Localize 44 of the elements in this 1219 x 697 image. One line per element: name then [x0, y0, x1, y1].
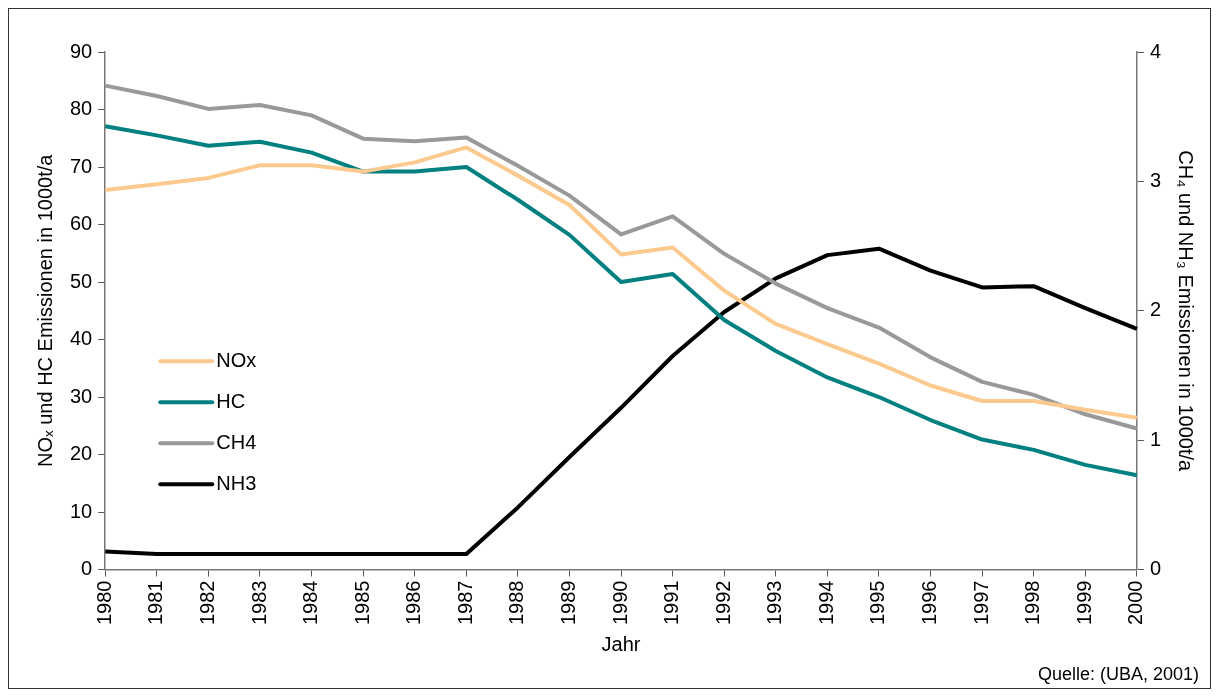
legend-label: NOx [216, 348, 257, 371]
x-tick-label: 1982 [195, 580, 218, 626]
x-tick-label: 1995 [866, 580, 889, 626]
x-tick-label: 1996 [918, 580, 941, 626]
legend-label: NH3 [216, 471, 257, 494]
x-tick-label: 1992 [711, 580, 734, 626]
y-tick-label: 80 [70, 97, 93, 120]
y-axis-title: NOₓ und HC Emissionen in 1000t/a [33, 153, 56, 467]
y-tick-label: 20 [70, 442, 93, 465]
y-tick-label: 0 [81, 557, 93, 580]
x-tick-label: 1987 [453, 580, 476, 626]
x-tick-label: 1997 [969, 580, 992, 626]
x-tick-label: 1999 [1072, 580, 1095, 626]
x-tick-label: 1998 [1021, 580, 1044, 626]
y2-tick-label: 4 [1149, 39, 1161, 62]
x-tick-label: 1983 [247, 580, 270, 626]
y2-tick-label: 3 [1149, 168, 1161, 191]
legend-label: HC [216, 389, 246, 412]
x-axis-title: Jahr [601, 632, 641, 655]
y2-tick-label: 1 [1149, 427, 1161, 450]
y2-tick-label: 0 [1149, 557, 1161, 580]
x-tick-label: 1994 [814, 580, 837, 626]
y-tick-label: 30 [70, 384, 93, 407]
x-tick-label: 1981 [144, 580, 167, 626]
x-tick-label: 1984 [299, 580, 322, 626]
x-tick-label: 1991 [660, 580, 683, 626]
x-tick-label: 1993 [763, 580, 786, 626]
y2-tick-label: 2 [1149, 298, 1161, 321]
x-tick-label: 1980 [92, 580, 115, 626]
y-tick-label: 50 [70, 269, 93, 292]
x-tick-label: 1986 [402, 580, 425, 626]
legend-label: CH4 [216, 430, 257, 453]
x-tick-label: 1989 [557, 580, 579, 626]
y2-axis-title: CH₄ und NH₃ Emissionen in 1000t/a [1175, 150, 1198, 473]
x-tick-label: 1985 [350, 580, 373, 626]
y-tick-label: 60 [70, 212, 93, 235]
x-tick-label: 1990 [608, 580, 631, 626]
source-note: Quelle: (UBA, 2001) [1037, 664, 1199, 685]
x-tick-label: 1988 [505, 580, 528, 626]
x-tick-label: 2000 [1124, 580, 1147, 626]
y-tick-label: 10 [70, 499, 93, 522]
y-tick-label: 40 [70, 327, 93, 350]
y-tick-label: 70 [70, 154, 93, 177]
y-tick-label: 90 [70, 39, 93, 62]
